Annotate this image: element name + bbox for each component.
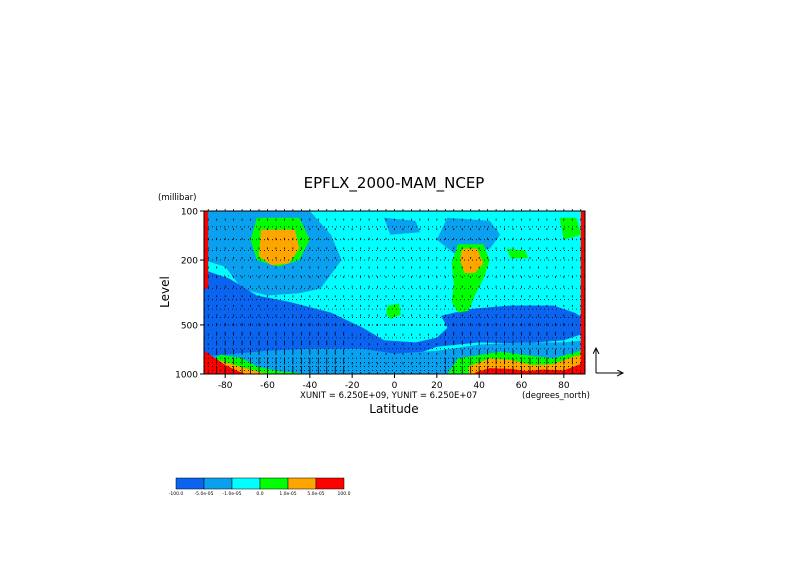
contour-region-green <box>506 248 528 259</box>
colorbar-label: 1.0e-05 <box>279 491 296 497</box>
contour-region-deep_blue <box>204 270 585 367</box>
x-tick-label: 20 <box>431 381 443 391</box>
x-unit-label: (degrees_north) <box>522 391 590 401</box>
contour-region-orange <box>259 229 300 266</box>
y-tick-label: 200 <box>181 257 198 267</box>
contour-region-red <box>580 211 585 374</box>
chart-title: EPFLX_2000-MAM_NCEP <box>304 174 485 193</box>
colorbar-swatch <box>175 477 205 490</box>
contour-region-mid_blue <box>436 217 501 257</box>
contour-region-orange <box>460 248 484 273</box>
colorbar-swatch <box>259 477 289 490</box>
colorbar-swatch <box>203 477 233 490</box>
x-tick-label: -40 <box>302 381 317 391</box>
contour-region-mid_blue <box>204 211 247 253</box>
colorbar-swatch <box>287 477 317 490</box>
colorbar-label: 5.0e-05 <box>307 491 324 497</box>
contour-region-green <box>386 303 401 319</box>
y-tick-label: 1000 <box>175 371 198 381</box>
contour-regions <box>204 211 585 374</box>
colorbar-swatch <box>315 477 345 490</box>
x-axis-ticks: -80 -60 -40 -20 0 20 40 60 80 <box>218 374 570 391</box>
colorbar-label: 0.0 <box>256 491 263 497</box>
x-tick-label: 0 <box>392 381 398 391</box>
y-axis-ticks: 100 200 500 1000 <box>175 208 204 381</box>
y-tick-label: 100 <box>181 208 198 218</box>
contour-region-red <box>204 350 247 374</box>
contour-region-red <box>474 362 585 374</box>
vector-scale-text: XUNIT = 6.250E+09, YUNIT = 6.250E+07 <box>300 391 477 401</box>
colorbar: -100.0 -5.0e-05 -1.0e-05 0.0 1.0e-05 5.0e-05 1… <box>169 477 351 497</box>
x-tick-label: 40 <box>473 381 485 391</box>
y-tick-label: 500 <box>181 321 198 331</box>
contour-region-green <box>559 217 581 240</box>
vector-reference-arrows <box>596 348 623 373</box>
contour-region-red <box>204 211 209 289</box>
flux-vectors <box>207 209 582 374</box>
colorbar-swatch <box>231 477 261 490</box>
colorbar-label: -100.0 <box>169 491 184 497</box>
colorbar-label: -5.0e-05 <box>195 491 214 497</box>
contour-region-mid_blue <box>383 217 420 235</box>
y-unit-label: (millibar) <box>158 193 196 203</box>
x-tick-label: 60 <box>516 381 528 391</box>
colorbar-label: -1.0e-05 <box>223 491 242 497</box>
colorbar-label: 100.0 <box>338 491 351 497</box>
x-axis-title: Latitude <box>369 402 418 416</box>
y-axis-title: Level <box>158 276 172 308</box>
x-tick-label: -60 <box>260 381 275 391</box>
x-tick-label: -20 <box>345 381 360 391</box>
x-tick-label: 80 <box>558 381 570 391</box>
x-tick-label: -80 <box>218 381 233 391</box>
